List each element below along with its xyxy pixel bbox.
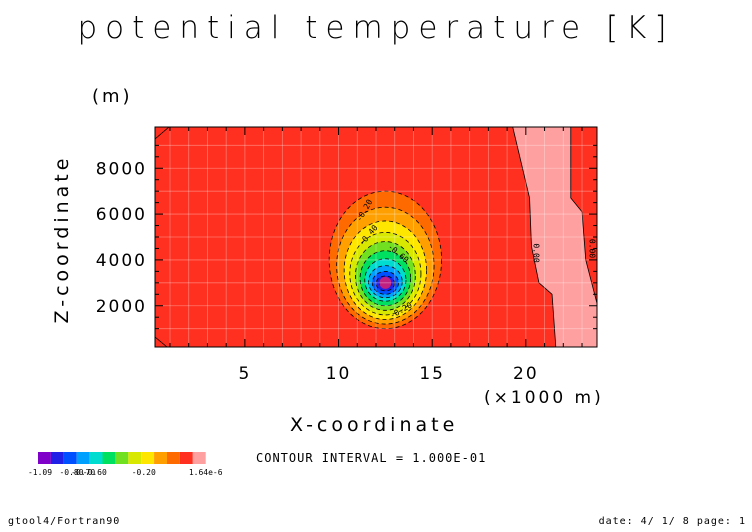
y-axis-unit: (m) xyxy=(92,86,133,107)
colorbar-label: -0.60 xyxy=(83,468,107,477)
chart-title: potential temperature [K] xyxy=(77,10,675,46)
colorbar-swatch xyxy=(115,452,129,464)
colorbar-swatch xyxy=(128,452,142,464)
y-tick-label: 6000 xyxy=(96,205,147,225)
y-tick-label: 4000 xyxy=(96,251,147,271)
y-tick-label: 2000 xyxy=(96,297,147,317)
x-tick-label: 5 xyxy=(238,364,251,384)
colorbar-swatch xyxy=(63,452,77,464)
corner-contour-top xyxy=(154,126,170,140)
x-tick-label: 10 xyxy=(326,364,352,384)
x-axis-unit: (×1000 m) xyxy=(484,388,604,408)
y-tick-label: 8000 xyxy=(96,159,147,179)
colorbar-swatch xyxy=(141,452,155,464)
colorbar-swatch xyxy=(76,452,90,464)
footer-program: gtool4/Fortran90 xyxy=(8,516,121,527)
contour-label: 0.00 xyxy=(588,239,597,258)
x-tick-label: 15 xyxy=(419,364,445,384)
colorbar-label: 1.64e-6 xyxy=(189,468,223,477)
x-axis-label: X-coordinate xyxy=(290,414,459,436)
x-tick-label: 20 xyxy=(513,364,539,384)
anomaly-center-marker xyxy=(379,276,392,289)
colorbar-swatch xyxy=(50,452,64,464)
colorbar-label: -1.09 xyxy=(28,468,52,477)
colorbar-swatch xyxy=(89,452,103,464)
colorbar-swatch xyxy=(38,452,51,464)
corner-contour-bottom xyxy=(154,336,168,348)
colorbar-swatch xyxy=(167,452,180,464)
contour-label: 0.00 xyxy=(531,243,540,262)
colorbar-swatch xyxy=(102,452,116,464)
colorbar-label: -0.20 xyxy=(132,468,156,477)
contour-interval-text: CONTOUR INTERVAL = 1.000E-01 xyxy=(256,451,487,465)
colorbar-swatch xyxy=(192,452,206,464)
colorbar-label: -0.70 xyxy=(71,468,95,477)
colorbar-label: -0.80 xyxy=(59,468,83,477)
footer-date-page: date: 4/ 1/ 8 page: 1 xyxy=(598,516,746,527)
colorbar-swatch xyxy=(154,452,167,464)
colorbar-swatch xyxy=(179,452,193,464)
